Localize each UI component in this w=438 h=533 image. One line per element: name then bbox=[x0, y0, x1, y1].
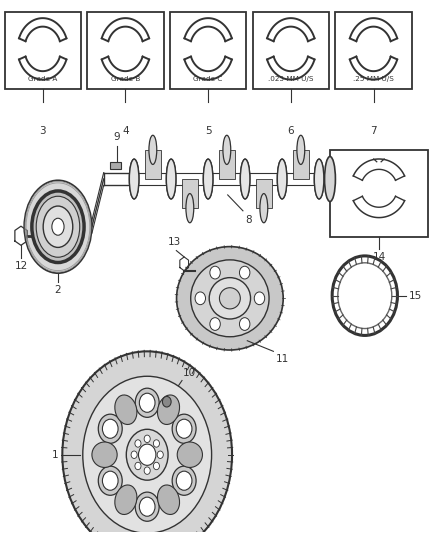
Ellipse shape bbox=[209, 278, 251, 319]
Ellipse shape bbox=[36, 196, 80, 257]
Circle shape bbox=[162, 397, 171, 407]
Text: 15: 15 bbox=[408, 290, 421, 301]
Ellipse shape bbox=[177, 442, 202, 467]
Ellipse shape bbox=[325, 157, 336, 201]
Text: 4: 4 bbox=[122, 126, 129, 136]
Ellipse shape bbox=[158, 395, 180, 424]
Ellipse shape bbox=[219, 288, 240, 309]
Circle shape bbox=[135, 462, 141, 470]
Bar bbox=[182, 179, 198, 208]
Ellipse shape bbox=[135, 388, 159, 417]
Circle shape bbox=[131, 451, 137, 458]
Circle shape bbox=[83, 376, 212, 533]
Text: 3: 3 bbox=[39, 126, 46, 136]
Bar bbox=[87, 12, 163, 89]
Ellipse shape bbox=[277, 159, 287, 199]
Ellipse shape bbox=[149, 135, 157, 165]
Ellipse shape bbox=[240, 159, 250, 199]
Bar bbox=[5, 12, 81, 89]
Circle shape bbox=[210, 318, 220, 330]
Ellipse shape bbox=[314, 159, 324, 199]
Circle shape bbox=[139, 393, 155, 413]
Ellipse shape bbox=[129, 159, 139, 199]
Ellipse shape bbox=[203, 159, 213, 199]
Ellipse shape bbox=[115, 395, 137, 424]
Bar bbox=[330, 150, 428, 237]
Text: Grade B: Grade B bbox=[111, 76, 140, 82]
Bar bbox=[219, 150, 235, 179]
Bar bbox=[145, 150, 161, 179]
Bar bbox=[293, 150, 309, 179]
Text: Grade C: Grade C bbox=[194, 76, 223, 82]
Ellipse shape bbox=[24, 180, 92, 273]
Ellipse shape bbox=[240, 159, 250, 199]
Text: 10: 10 bbox=[184, 368, 196, 378]
Ellipse shape bbox=[129, 159, 139, 199]
Circle shape bbox=[195, 292, 205, 305]
Circle shape bbox=[240, 266, 250, 279]
Circle shape bbox=[176, 471, 192, 490]
Ellipse shape bbox=[43, 206, 73, 247]
Circle shape bbox=[62, 351, 232, 533]
Ellipse shape bbox=[277, 159, 287, 199]
Ellipse shape bbox=[98, 466, 122, 495]
Circle shape bbox=[102, 471, 118, 490]
Ellipse shape bbox=[172, 466, 196, 495]
Text: .25 MM U/S: .25 MM U/S bbox=[353, 76, 394, 82]
Circle shape bbox=[240, 318, 250, 330]
Ellipse shape bbox=[172, 414, 196, 443]
Text: .025 MM U/S: .025 MM U/S bbox=[268, 76, 314, 82]
Circle shape bbox=[138, 444, 156, 465]
Ellipse shape bbox=[166, 159, 176, 199]
Text: 6: 6 bbox=[287, 126, 294, 136]
Text: 7: 7 bbox=[370, 126, 377, 136]
Circle shape bbox=[210, 266, 220, 279]
Bar bbox=[170, 12, 246, 89]
Bar bbox=[253, 12, 329, 89]
Circle shape bbox=[135, 440, 141, 447]
Ellipse shape bbox=[297, 135, 305, 165]
Ellipse shape bbox=[223, 135, 231, 165]
Ellipse shape bbox=[92, 442, 117, 467]
Ellipse shape bbox=[166, 159, 176, 199]
Text: 12: 12 bbox=[14, 261, 28, 271]
Text: 9: 9 bbox=[113, 132, 120, 142]
Ellipse shape bbox=[260, 193, 268, 223]
Circle shape bbox=[144, 467, 150, 474]
Circle shape bbox=[126, 429, 168, 480]
Ellipse shape bbox=[177, 247, 283, 350]
Text: 13: 13 bbox=[168, 237, 181, 247]
Circle shape bbox=[144, 435, 150, 442]
Ellipse shape bbox=[203, 159, 213, 199]
Circle shape bbox=[153, 440, 159, 447]
Text: 14: 14 bbox=[372, 252, 385, 262]
Circle shape bbox=[254, 292, 265, 305]
Bar bbox=[256, 179, 272, 208]
Text: Grade A: Grade A bbox=[28, 76, 57, 82]
Circle shape bbox=[153, 462, 159, 470]
Ellipse shape bbox=[32, 191, 84, 263]
Ellipse shape bbox=[135, 492, 159, 521]
Ellipse shape bbox=[314, 159, 324, 199]
Ellipse shape bbox=[158, 485, 180, 514]
Circle shape bbox=[176, 419, 192, 438]
Text: 5: 5 bbox=[205, 126, 212, 136]
Circle shape bbox=[157, 451, 163, 458]
Circle shape bbox=[139, 497, 155, 516]
Bar bbox=[110, 162, 121, 169]
Text: 2: 2 bbox=[55, 285, 61, 295]
Circle shape bbox=[102, 419, 118, 438]
Ellipse shape bbox=[191, 260, 269, 337]
Ellipse shape bbox=[98, 414, 122, 443]
Ellipse shape bbox=[186, 193, 194, 223]
Text: 1: 1 bbox=[51, 450, 58, 460]
Ellipse shape bbox=[115, 485, 137, 514]
Text: 11: 11 bbox=[276, 354, 289, 364]
Ellipse shape bbox=[52, 218, 64, 235]
Text: 8: 8 bbox=[245, 215, 252, 224]
Bar bbox=[336, 12, 412, 89]
